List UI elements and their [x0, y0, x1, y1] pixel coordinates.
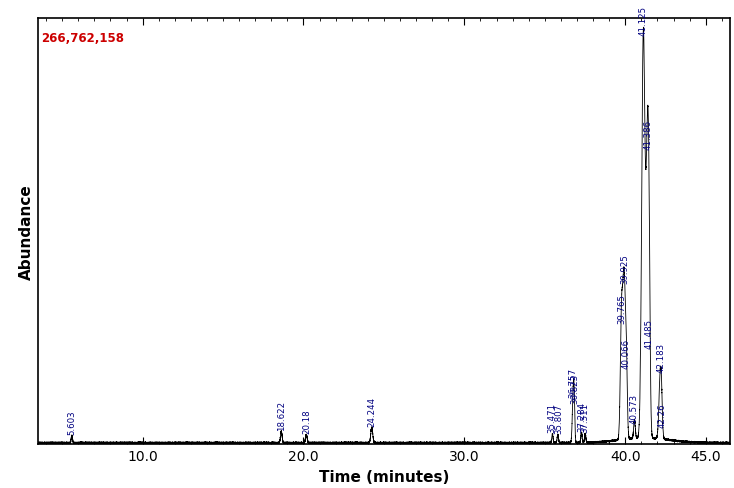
Text: 37.511: 37.511 — [581, 402, 589, 432]
Text: 41.125: 41.125 — [639, 6, 648, 36]
Text: 39.925: 39.925 — [620, 253, 629, 284]
Text: 5.603: 5.603 — [68, 409, 76, 434]
Text: 41.485: 41.485 — [644, 318, 654, 348]
Text: 40.573: 40.573 — [630, 393, 639, 423]
Text: 266,762,158: 266,762,158 — [42, 32, 125, 45]
Text: 42.26: 42.26 — [657, 403, 666, 427]
Text: 42.183: 42.183 — [657, 343, 666, 372]
Text: 37.284: 37.284 — [577, 401, 586, 431]
Text: 24.244: 24.244 — [367, 396, 377, 426]
Text: 39.765: 39.765 — [617, 294, 626, 324]
Text: 35.471: 35.471 — [548, 402, 557, 432]
Text: 18.622: 18.622 — [277, 400, 286, 430]
Text: 36.757: 36.757 — [569, 366, 578, 397]
Text: 36.823: 36.823 — [570, 373, 580, 403]
X-axis label: Time (minutes): Time (minutes) — [319, 469, 449, 484]
Y-axis label: Abundance: Abundance — [19, 184, 34, 280]
Text: 35.807: 35.807 — [554, 403, 563, 433]
Text: 41.386: 41.386 — [644, 120, 653, 150]
Text: 40.066: 40.066 — [622, 338, 631, 368]
Text: 20.18: 20.18 — [302, 408, 311, 433]
